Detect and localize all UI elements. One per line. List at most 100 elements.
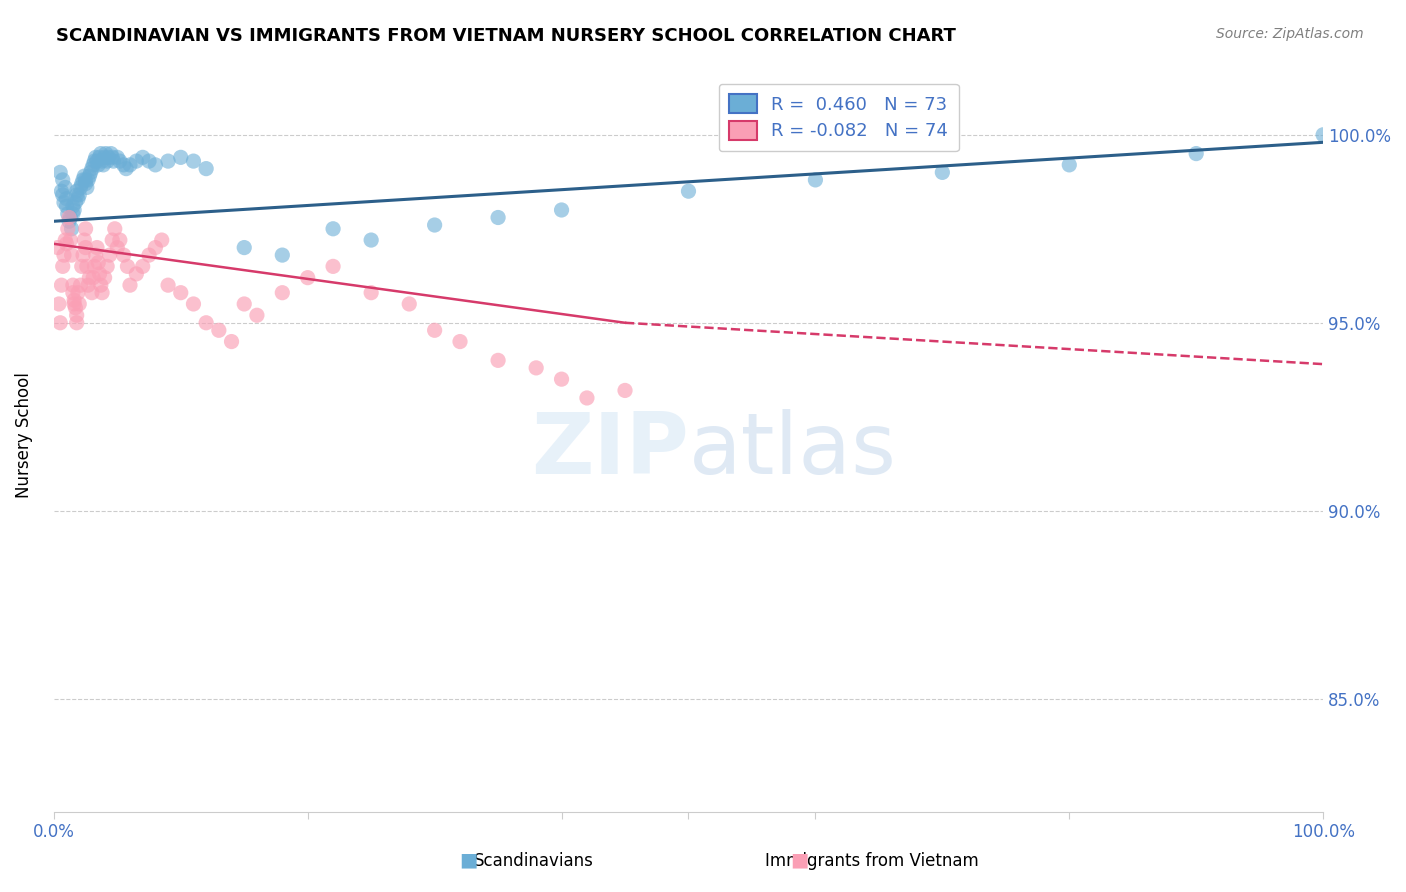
- Point: [96, 154, 118, 169]
- Point: [118, 158, 141, 172]
- Point: [524, 360, 547, 375]
- Point: [69, 278, 91, 293]
- Point: [62, 285, 84, 300]
- Point: [49, 316, 72, 330]
- Point: [138, 248, 160, 262]
- Point: [170, 285, 193, 300]
- Point: [105, 241, 128, 255]
- Point: [63, 202, 86, 217]
- Point: [75, 177, 97, 191]
- Point: [52, 260, 75, 274]
- Point: [91, 285, 114, 300]
- Point: [115, 161, 138, 176]
- Point: [56, 207, 79, 221]
- Point: [66, 188, 89, 202]
- Text: ZIP: ZIP: [530, 409, 689, 492]
- Point: [449, 334, 471, 349]
- Point: [62, 207, 84, 221]
- Point: [118, 278, 141, 293]
- Point: [53, 180, 76, 194]
- Point: [131, 260, 153, 274]
- Point: [360, 233, 382, 247]
- Point: [79, 165, 101, 179]
- Point: [91, 158, 114, 172]
- Point: [62, 199, 84, 213]
- Point: [125, 267, 148, 281]
- Point: [103, 154, 125, 169]
- Point: [575, 391, 598, 405]
- Point: [53, 248, 76, 262]
- Point: [56, 221, 79, 235]
- Point: [93, 150, 115, 164]
- Point: [58, 214, 80, 228]
- Point: [93, 270, 115, 285]
- Point: [1185, 146, 1208, 161]
- Point: [55, 192, 77, 206]
- Point: [60, 221, 83, 235]
- Point: [97, 150, 120, 164]
- Point: [108, 154, 131, 169]
- Legend: R =  0.460   N = 73, R = -0.082   N = 74: R = 0.460 N = 73, R = -0.082 N = 74: [718, 84, 959, 152]
- Point: [195, 161, 218, 176]
- Point: [52, 173, 75, 187]
- Point: [125, 154, 148, 169]
- Point: [101, 150, 124, 164]
- Point: [157, 278, 180, 293]
- Point: [112, 248, 135, 262]
- Point: [62, 278, 84, 293]
- Point: [70, 177, 93, 191]
- Point: [112, 158, 135, 172]
- Text: Immigrants from Vietnam: Immigrants from Vietnam: [765, 852, 979, 870]
- Point: [66, 308, 89, 322]
- Point: [550, 202, 572, 217]
- Point: [75, 241, 97, 255]
- Point: [931, 165, 953, 179]
- Point: [183, 154, 205, 169]
- Point: [76, 180, 98, 194]
- Point: [233, 241, 256, 255]
- Point: [87, 158, 110, 172]
- Point: [82, 270, 104, 285]
- Point: [59, 233, 82, 247]
- Point: [98, 248, 121, 262]
- Point: [100, 146, 122, 161]
- Text: ■: ■: [790, 851, 808, 870]
- Point: [86, 154, 108, 169]
- Point: [67, 297, 90, 311]
- Point: [63, 297, 86, 311]
- Point: [48, 297, 70, 311]
- Point: [79, 270, 101, 285]
- Point: [297, 270, 319, 285]
- Point: [53, 233, 76, 247]
- Point: [90, 278, 112, 293]
- Point: [221, 334, 243, 349]
- Text: SCANDINAVIAN VS IMMIGRANTS FROM VIETNAM NURSERY SCHOOL CORRELATION CHART: SCANDINAVIAN VS IMMIGRANTS FROM VIETNAM …: [56, 27, 956, 45]
- Point: [80, 285, 103, 300]
- Point: [65, 301, 87, 315]
- Point: [70, 260, 93, 274]
- Point: [87, 255, 110, 269]
- Point: [84, 150, 107, 164]
- Point: [53, 195, 76, 210]
- Point: [94, 146, 117, 161]
- Point: [55, 236, 77, 251]
- Point: [145, 241, 167, 255]
- Point: [104, 221, 127, 235]
- Point: [55, 199, 77, 213]
- Point: [150, 233, 173, 247]
- Point: [96, 260, 118, 274]
- Point: [51, 278, 73, 293]
- Point: [208, 323, 231, 337]
- Point: [183, 297, 205, 311]
- Point: [75, 221, 97, 235]
- Point: [77, 173, 100, 187]
- Point: [486, 353, 509, 368]
- Point: [138, 154, 160, 169]
- Point: [52, 188, 75, 202]
- Point: [73, 233, 96, 247]
- Point: [66, 184, 89, 198]
- Point: [63, 293, 86, 308]
- Point: [66, 192, 89, 206]
- Point: [73, 169, 96, 183]
- Point: [83, 260, 105, 274]
